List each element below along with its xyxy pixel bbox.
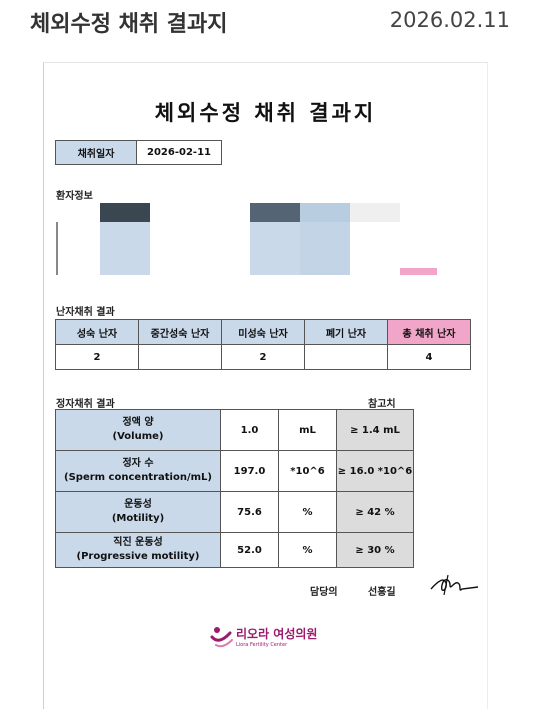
egg-value-discarded [304, 344, 388, 370]
egg-header-immature: 미성숙 난자 [221, 319, 305, 345]
page-date: 2026.02.11 [389, 8, 510, 32]
sperm-row-value: 1.0 [220, 409, 279, 451]
sperm-row-ref: ≥ 16.0 *10^6 [336, 450, 414, 492]
collection-date-label: 채취일자 [55, 140, 137, 165]
egg-header-mature: 성숙 난자 [55, 319, 139, 345]
egg-value-immature: 2 [221, 344, 305, 370]
patient-info-redacted [56, 203, 437, 275]
sperm-row-unit: *10^6 [278, 450, 337, 492]
egg-header-discarded: 폐기 난자 [304, 319, 388, 345]
sperm-row-unit: % [278, 491, 337, 533]
document-image[interactable]: 체외수정 채취 결과지 채취일자 2026-02-11 환자정보 난자채취 결과… [43, 62, 488, 709]
egg-value-intermediate [138, 344, 222, 370]
sperm-row-value: 197.0 [220, 450, 279, 492]
egg-results-table: 성숙 난자 중간성숙 난자 미성숙 난자 폐기 난자 총 채취 난자 2 2 4 [55, 319, 471, 370]
sperm-row-value: 75.6 [220, 491, 279, 533]
sperm-row-ref: ≥ 30 % [336, 532, 414, 568]
signature-image [430, 574, 479, 596]
sperm-section-label: 정자채취 결과 [56, 399, 115, 410]
sperm-row-name: 정자 수 (Sperm concentration/mL) [55, 450, 221, 492]
doctor-name: 선홍길 [368, 587, 396, 598]
collection-date-value: 2026-02-11 [136, 140, 222, 165]
sperm-row-unit: mL [278, 409, 337, 451]
sperm-row-name: 직진 운동성 (Progressive motility) [55, 532, 221, 568]
sperm-row-name: 운동성 (Motility) [55, 491, 221, 533]
sperm-row-name: 정액 양 (Volume) [55, 409, 221, 451]
clinic-logo: 리오라 여성의원 Liora Fertility Center [210, 623, 340, 653]
sperm-row-ref: ≥ 1.4 mL [336, 409, 414, 451]
patient-info-label: 환자정보 [56, 191, 93, 202]
egg-header-total: 총 채취 난자 [387, 319, 471, 345]
doctor-label: 담당의 [310, 587, 338, 598]
egg-section-label: 난자채취 결과 [56, 307, 115, 318]
egg-header-intermediate: 중간성숙 난자 [138, 319, 222, 345]
egg-value-total: 4 [387, 344, 471, 370]
sperm-row-value: 52.0 [220, 532, 279, 568]
collection-date-table: 채취일자 2026-02-11 [55, 140, 222, 165]
clinic-subtitle: Liora Fertility Center [236, 642, 288, 648]
reference-header: 참고치 [368, 399, 396, 410]
document-title: 체외수정 채취 결과지 [154, 101, 377, 125]
sperm-row-ref: ≥ 42 % [336, 491, 414, 533]
egg-value-mature: 2 [55, 344, 139, 370]
top-bar: 체외수정 채취 결과지 2026.02.11 [0, 0, 540, 44]
sperm-results-table: 정액 양 (Volume) 1.0 mL ≥ 1.4 mL 정자 수 (Sper… [55, 409, 414, 568]
sperm-row-unit: % [278, 532, 337, 568]
clinic-name: 리오라 여성의원 [236, 627, 318, 641]
page-title: 체외수정 채취 결과지 [30, 12, 228, 37]
clinic-logo-icon [210, 627, 233, 648]
